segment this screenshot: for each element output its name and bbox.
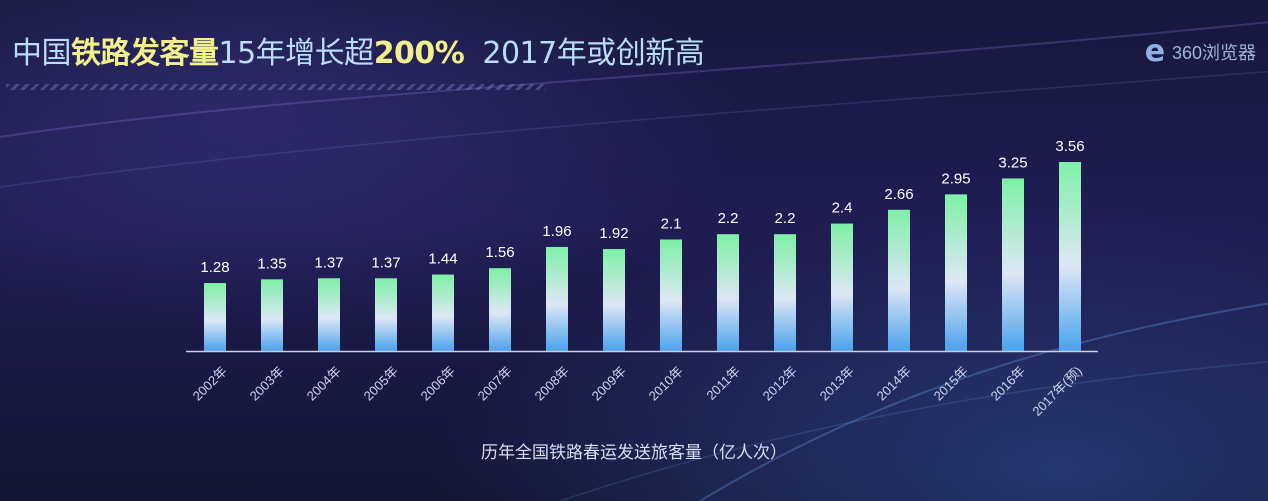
title-highlight: 铁路发客量 (71, 36, 219, 71)
title-decoration-stripes (6, 84, 546, 90)
title-mid: 15年增长超 (218, 36, 375, 71)
bar-12 (888, 209, 910, 351)
x-tick-label-7: 2009年 (589, 363, 629, 403)
bar-13 (945, 194, 967, 351)
page-title: 中国铁路发客量15年增长超200% 2017年或创新高 (12, 28, 705, 72)
bar-1 (261, 279, 283, 351)
value-label-3: 1.37 (371, 254, 400, 271)
bar-0 (204, 283, 226, 351)
x-tick-label-1: 2003年 (247, 363, 287, 403)
bar-7 (603, 249, 625, 351)
bar-5 (489, 268, 511, 351)
title-highlight-percent: 200% (373, 36, 465, 71)
value-label-6: 1.96 (542, 223, 571, 240)
browser-logo: e 360浏览器 (1140, 36, 1256, 68)
bar-11 (831, 223, 853, 351)
bar-3 (375, 278, 397, 351)
value-label-5: 1.56 (485, 244, 514, 261)
value-label-4: 1.44 (428, 251, 457, 268)
value-label-12: 2.66 (884, 186, 913, 203)
value-label-14: 3.25 (998, 154, 1027, 171)
x-tick-label-13: 2015年 (931, 363, 971, 403)
title-suffix: 2017年或创新高 (482, 36, 705, 71)
x-tick-label-10: 2012年 (760, 363, 800, 403)
x-tick-label-14: 2016年 (988, 363, 1028, 403)
x-tick-label-9: 2011年 (703, 363, 743, 403)
x-tick-label-2: 2004年 (304, 363, 344, 403)
value-label-8: 2.1 (661, 216, 682, 233)
x-tick-label-12: 2014年 (874, 363, 914, 403)
title-prefix: 中国 (12, 36, 72, 71)
x-tick-label-5: 2007年 (475, 363, 515, 403)
bar-4 (432, 274, 454, 351)
bar-14 (1002, 178, 1024, 351)
value-label-10: 2.2 (775, 210, 796, 227)
bar-15 (1059, 162, 1081, 351)
bar-6 (546, 246, 568, 351)
value-label-11: 2.4 (832, 200, 853, 217)
x-tick-label-0: 2002年 (190, 363, 230, 403)
bar-8 (660, 239, 682, 351)
x-tick-label-15: 2017年(预) (1029, 363, 1085, 419)
x-tick-label-3: 2005年 (361, 363, 401, 403)
value-label-13: 2.95 (941, 170, 970, 187)
logo-text: 360浏览器 (1171, 43, 1256, 63)
x-tick-label-8: 2010年 (646, 363, 686, 403)
bar-2 (318, 278, 340, 351)
value-label-15: 3.56 (1055, 138, 1084, 155)
value-label-1: 1.35 (257, 255, 286, 272)
e-browser-logo-icon: e (1144, 34, 1166, 69)
x-tick-label-11: 2013年 (817, 363, 857, 403)
value-label-0: 1.28 (200, 259, 229, 276)
value-label-7: 1.92 (599, 225, 628, 242)
value-label-2: 1.37 (314, 254, 343, 271)
x-tick-label-4: 2006年 (418, 363, 458, 403)
value-label-9: 2.2 (718, 210, 739, 227)
bar-9 (717, 234, 739, 351)
x-axis-title: 历年全国铁路春运发送旅客量（亿人次） (481, 443, 787, 463)
bar-10 (774, 234, 796, 351)
x-tick-label-6: 2008年 (532, 363, 572, 403)
